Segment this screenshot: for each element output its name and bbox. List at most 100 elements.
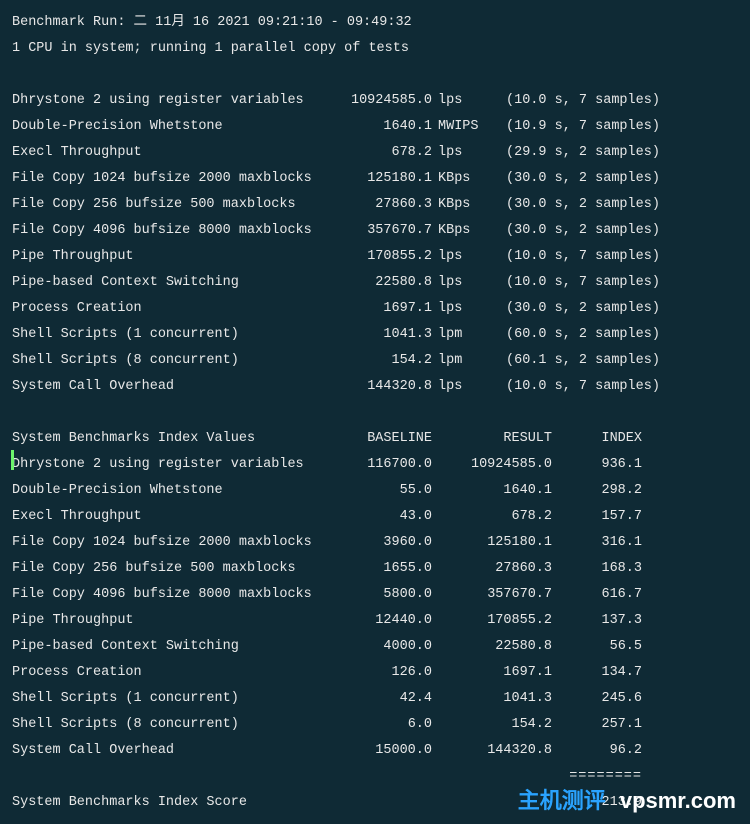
index-result: 154.2 bbox=[432, 712, 552, 738]
index-result: 1640.1 bbox=[432, 478, 552, 504]
index-result: 125180.1 bbox=[432, 530, 552, 556]
index-result: 1697.1 bbox=[432, 660, 552, 686]
test-row: File Copy 4096 bufsize 8000 maxblocks357… bbox=[12, 218, 738, 244]
index-row: Double-Precision Whetstone55.01640.1298.… bbox=[12, 478, 738, 504]
test-name: File Copy 4096 bufsize 8000 maxblocks bbox=[12, 218, 322, 244]
index-row: Dhrystone 2 using register variables1167… bbox=[12, 452, 738, 478]
index-header-result: RESULT bbox=[432, 426, 552, 452]
index-row: Shell Scripts (8 concurrent)6.0154.2257.… bbox=[12, 712, 738, 738]
test-note: (29.9 s, 2 samples) bbox=[488, 140, 660, 166]
index-baseline: 116700.0 bbox=[322, 452, 432, 478]
test-name: File Copy 256 bufsize 500 maxblocks bbox=[12, 192, 322, 218]
index-row: Execl Throughput43.0678.2157.7 bbox=[12, 504, 738, 530]
index-baseline: 3960.0 bbox=[322, 530, 432, 556]
index-index: 298.2 bbox=[552, 478, 642, 504]
test-value: 170855.2 bbox=[322, 244, 432, 270]
index-baseline: 5800.0 bbox=[322, 582, 432, 608]
test-name: Dhrystone 2 using register variables bbox=[12, 88, 322, 114]
index-index: 134.7 bbox=[552, 660, 642, 686]
index-baseline: 4000.0 bbox=[322, 634, 432, 660]
terminal-output: Benchmark Run: 二 11月 16 2021 09:21:10 - … bbox=[0, 0, 750, 824]
benchmark-header-line2: 1 CPU in system; running 1 parallel copy… bbox=[12, 36, 738, 62]
index-result: 10924585.0 bbox=[432, 452, 552, 478]
index-name: Dhrystone 2 using register variables bbox=[12, 452, 322, 478]
index-result: 144320.8 bbox=[432, 738, 552, 764]
index-row: File Copy 256 bufsize 500 maxblocks1655.… bbox=[12, 556, 738, 582]
tests-block: Dhrystone 2 using register variables1092… bbox=[12, 88, 738, 400]
test-value: 10924585.0 bbox=[322, 88, 432, 114]
test-value: 1640.1 bbox=[322, 114, 432, 140]
test-row: File Copy 1024 bufsize 2000 maxblocks125… bbox=[12, 166, 738, 192]
index-name: Shell Scripts (8 concurrent) bbox=[12, 712, 322, 738]
index-index: 137.3 bbox=[552, 608, 642, 634]
index-baseline: 43.0 bbox=[322, 504, 432, 530]
watermark: 主机测评 vpsmr.com bbox=[518, 788, 736, 814]
index-index: 936.1 bbox=[552, 452, 642, 478]
test-note: (10.0 s, 7 samples) bbox=[488, 374, 660, 400]
index-index: 616.7 bbox=[552, 582, 642, 608]
test-note: (10.0 s, 7 samples) bbox=[488, 270, 660, 296]
test-unit: lps bbox=[432, 270, 488, 296]
test-unit: KBps bbox=[432, 218, 488, 244]
blank-line bbox=[12, 816, 738, 824]
test-name: File Copy 1024 bufsize 2000 maxblocks bbox=[12, 166, 322, 192]
index-row: Process Creation126.01697.1134.7 bbox=[12, 660, 738, 686]
test-unit: lps bbox=[432, 244, 488, 270]
test-value: 22580.8 bbox=[322, 270, 432, 296]
test-row: Process Creation1697.1lps(30.0 s, 2 samp… bbox=[12, 296, 738, 322]
index-baseline: 55.0 bbox=[322, 478, 432, 504]
test-row: Pipe Throughput170855.2lps(10.0 s, 7 sam… bbox=[12, 244, 738, 270]
index-name: System Call Overhead bbox=[12, 738, 322, 764]
index-result: 357670.7 bbox=[432, 582, 552, 608]
index-name: Execl Throughput bbox=[12, 504, 322, 530]
test-note: (30.0 s, 2 samples) bbox=[488, 296, 660, 322]
index-result: 1041.3 bbox=[432, 686, 552, 712]
test-name: Pipe-based Context Switching bbox=[12, 270, 322, 296]
test-name: System Call Overhead bbox=[12, 374, 322, 400]
test-note: (30.0 s, 2 samples) bbox=[488, 192, 660, 218]
text-cursor bbox=[11, 450, 14, 470]
test-unit: lps bbox=[432, 140, 488, 166]
index-result: 27860.3 bbox=[432, 556, 552, 582]
test-row: Pipe-based Context Switching22580.8lps(1… bbox=[12, 270, 738, 296]
index-index: 157.7 bbox=[552, 504, 642, 530]
test-unit: lps bbox=[432, 88, 488, 114]
index-name: File Copy 1024 bufsize 2000 maxblocks bbox=[12, 530, 322, 556]
test-note: (10.9 s, 7 samples) bbox=[488, 114, 660, 140]
test-note: (10.0 s, 7 samples) bbox=[488, 244, 660, 270]
index-index: 168.3 bbox=[552, 556, 642, 582]
test-name: Pipe Throughput bbox=[12, 244, 322, 270]
score-label: System Benchmarks Index Score bbox=[12, 790, 322, 816]
index-header-baseline: BASELINE bbox=[322, 426, 432, 452]
index-index: 245.6 bbox=[552, 686, 642, 712]
index-header-index: INDEX bbox=[552, 426, 642, 452]
test-unit: KBps bbox=[432, 192, 488, 218]
test-unit: lps bbox=[432, 374, 488, 400]
test-unit: KBps bbox=[432, 166, 488, 192]
test-value: 27860.3 bbox=[322, 192, 432, 218]
test-value: 1697.1 bbox=[322, 296, 432, 322]
index-name: Pipe Throughput bbox=[12, 608, 322, 634]
test-value: 125180.1 bbox=[322, 166, 432, 192]
test-row: Dhrystone 2 using register variables1092… bbox=[12, 88, 738, 114]
test-value: 357670.7 bbox=[322, 218, 432, 244]
index-name: Double-Precision Whetstone bbox=[12, 478, 322, 504]
test-row: Shell Scripts (8 concurrent)154.2lpm(60.… bbox=[12, 348, 738, 374]
separator-line: ======== bbox=[12, 764, 642, 790]
index-index: 257.1 bbox=[552, 712, 642, 738]
test-unit: lpm bbox=[432, 348, 488, 374]
test-unit: lpm bbox=[432, 322, 488, 348]
index-row: Pipe Throughput12440.0170855.2137.3 bbox=[12, 608, 738, 634]
test-name: Double-Precision Whetstone bbox=[12, 114, 322, 140]
index-result: 22580.8 bbox=[432, 634, 552, 660]
test-name: Execl Throughput bbox=[12, 140, 322, 166]
index-result: 678.2 bbox=[432, 504, 552, 530]
test-name: Shell Scripts (1 concurrent) bbox=[12, 322, 322, 348]
index-name: File Copy 256 bufsize 500 maxblocks bbox=[12, 556, 322, 582]
index-block: Dhrystone 2 using register variables1167… bbox=[12, 452, 738, 764]
test-note: (60.1 s, 2 samples) bbox=[488, 348, 660, 374]
test-unit: MWIPS bbox=[432, 114, 488, 140]
test-row: Execl Throughput678.2lps(29.9 s, 2 sampl… bbox=[12, 140, 738, 166]
test-row: Double-Precision Whetstone1640.1MWIPS(10… bbox=[12, 114, 738, 140]
index-index: 96.2 bbox=[552, 738, 642, 764]
